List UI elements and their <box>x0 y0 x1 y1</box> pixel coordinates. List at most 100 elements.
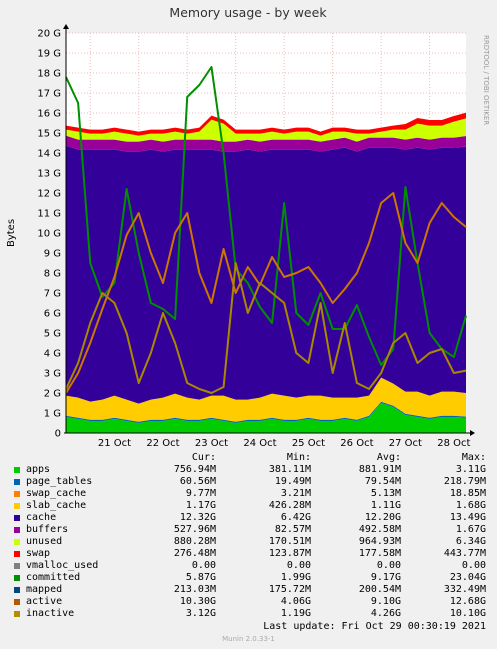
legend-header-avg: Avg: <box>376 452 401 463</box>
legend-max-value: 1.68G <box>455 500 486 511</box>
x-tick-label: 21 Oct <box>98 438 131 449</box>
y-tick-label: 10 G <box>37 229 61 240</box>
series-line-inactive <box>65 262 467 394</box>
legend-header-min: Min: <box>286 452 311 463</box>
legend-name: cache <box>26 512 57 523</box>
legend-avg-value: 177.58M <box>358 548 401 559</box>
y-tick-label: 8 G <box>44 269 61 280</box>
y-tick-label: 3 G <box>44 369 61 380</box>
chart-title: Memory usage - by week <box>169 5 327 20</box>
legend-max-value: 3.11G <box>455 464 486 475</box>
y-axis-label: Bytes <box>6 219 17 247</box>
y-tick-label: 17 G <box>37 89 61 100</box>
y-tick-label: 9 G <box>44 249 61 260</box>
legend-max-value: 10.10G <box>449 608 486 619</box>
legend-swatch <box>14 587 20 593</box>
legend-cur-value: 0.00 <box>191 560 216 571</box>
legend-avg-value: 12.20G <box>364 512 401 523</box>
legend-name: page_tables <box>26 476 93 487</box>
legend-name: buffers <box>26 524 69 535</box>
y-tick-label: 6 G <box>44 309 61 320</box>
legend: Cur: Min: Avg: Max: apps 756.94M 381.11M 88… <box>14 452 486 620</box>
legend-row-committed: committed 5.87G 1.99G 9.17G 23.04G <box>14 572 486 584</box>
legend-cur-value: 880.28M <box>173 536 216 547</box>
legend-avg-value: 4.26G <box>370 608 401 619</box>
legend-rows: apps 756.94M 381.11M 881.91M 3.11G page_table… <box>14 464 486 620</box>
legend-min-value: 0.00 <box>286 560 311 571</box>
legend-cur-value: 3.12G <box>185 608 216 619</box>
munin-version-text: Munin 2.0.33-1 <box>222 635 275 643</box>
legend-row-mapped: mapped 213.03M 175.72M 200.54M 332.49M <box>14 584 486 596</box>
legend-swatch <box>14 503 20 509</box>
legend-cur-value: 10.30G <box>179 596 216 607</box>
y-tick-label: 12 G <box>37 189 61 200</box>
legend-avg-value: 200.54M <box>358 584 401 595</box>
y-tick-label: 7 G <box>44 289 61 300</box>
legend-max-value: 443.77M <box>443 548 486 559</box>
series-area-page_tables <box>66 401 466 423</box>
series-area-apps <box>66 403 466 433</box>
legend-row-apps: apps 756.94M 381.11M 881.91M 3.11G <box>14 464 486 476</box>
legend-row-page_tables: page_tables 60.56M 19.49M 79.54M 218.79M <box>14 476 486 488</box>
x-tick-label: 27 Oct <box>389 438 422 449</box>
y-tick-label: 16 G <box>37 109 61 120</box>
legend-max-value: 13.49G <box>449 512 486 523</box>
series-area-swap <box>66 112 466 136</box>
y-tick-label: 18 G <box>37 69 61 80</box>
legend-min-value: 175.72M <box>268 584 311 595</box>
y-tick-label: 5 G <box>44 329 61 340</box>
legend-max-value: 12.68G <box>449 596 486 607</box>
legend-swatch <box>14 515 20 521</box>
legend-cur-value: 9.77M <box>185 488 216 499</box>
legend-cur-value: 5.87G <box>185 572 216 583</box>
series-area-unused <box>66 118 466 142</box>
legend-row-buffers: buffers 527.96M 82.57M 492.58M 1.67G <box>14 524 486 536</box>
y-tick-label: 2 G <box>44 389 61 400</box>
legend-avg-value: 5.13M <box>370 488 401 499</box>
legend-swatch <box>14 527 20 533</box>
legend-row-swap: swap 276.48M 123.87M 177.58M 443.77M <box>14 548 486 560</box>
y-tick-label: 13 G <box>37 169 61 180</box>
legend-name: slab_cache <box>26 500 87 511</box>
y-tick-label: 19 G <box>37 49 61 60</box>
legend-cur-value: 756.94M <box>173 464 216 475</box>
legend-min-value: 381.11M <box>268 464 311 475</box>
x-axis-arrow <box>470 430 475 436</box>
legend-max-value: 18.85M <box>449 488 486 499</box>
y-tick-label: 14 G <box>37 149 61 160</box>
legend-min-value: 82.57M <box>274 524 311 535</box>
legend-swatch <box>14 491 20 497</box>
legend-swatch <box>14 599 20 605</box>
legend-header-cur: Cur: <box>191 452 216 463</box>
legend-min-value: 426.28M <box>268 500 311 511</box>
legend-name: mapped <box>26 584 63 595</box>
legend-min-value: 19.49M <box>274 476 311 487</box>
legend-min-value: 4.06G <box>280 596 311 607</box>
legend-avg-value: 964.93M <box>358 536 401 547</box>
legend-min-value: 6.42G <box>280 512 311 523</box>
series-line-active <box>65 192 467 394</box>
legend-min-value: 1.19G <box>280 608 311 619</box>
legend-min-value: 3.21M <box>280 488 311 499</box>
legend-swatch <box>14 479 20 485</box>
series-area-cache <box>66 145 466 404</box>
y-tick-label: 15 G <box>37 129 61 140</box>
legend-avg-value: 1.11G <box>370 500 401 511</box>
series-area-swap_cache <box>66 401 466 422</box>
legend-avg-value: 492.58M <box>358 524 401 535</box>
legend-swatch <box>14 611 20 617</box>
y-tick-label: 0 <box>55 429 61 440</box>
series-area-buffers <box>66 135 466 152</box>
legend-header: Cur: Min: Avg: Max: <box>14 452 486 464</box>
legend-cur-value: 12.32G <box>179 512 216 523</box>
legend-row-active: active 10.30G 4.06G 9.10G 12.68G <box>14 596 486 608</box>
legend-row-slab_cache: slab_cache 1.17G 426.28M 1.11G 1.68G <box>14 500 486 512</box>
chart-svg: 0 1 G 2 G 3 G 4 G 5 G 6 G 7 G 8 G 9 G 10 G 11 G 12 G… <box>6 5 490 449</box>
y-tick-label: 1 G <box>44 409 61 420</box>
legend-max-value: 23.04G <box>449 572 486 583</box>
legend-name: vmalloc_used <box>26 560 99 571</box>
legend-avg-value: 881.91M <box>358 464 401 475</box>
x-tick-label: 23 Oct <box>195 438 228 449</box>
legend-row-cache: cache 12.32G 6.42G 12.20G 13.49G <box>14 512 486 524</box>
y-tick-label: 4 G <box>44 349 61 360</box>
